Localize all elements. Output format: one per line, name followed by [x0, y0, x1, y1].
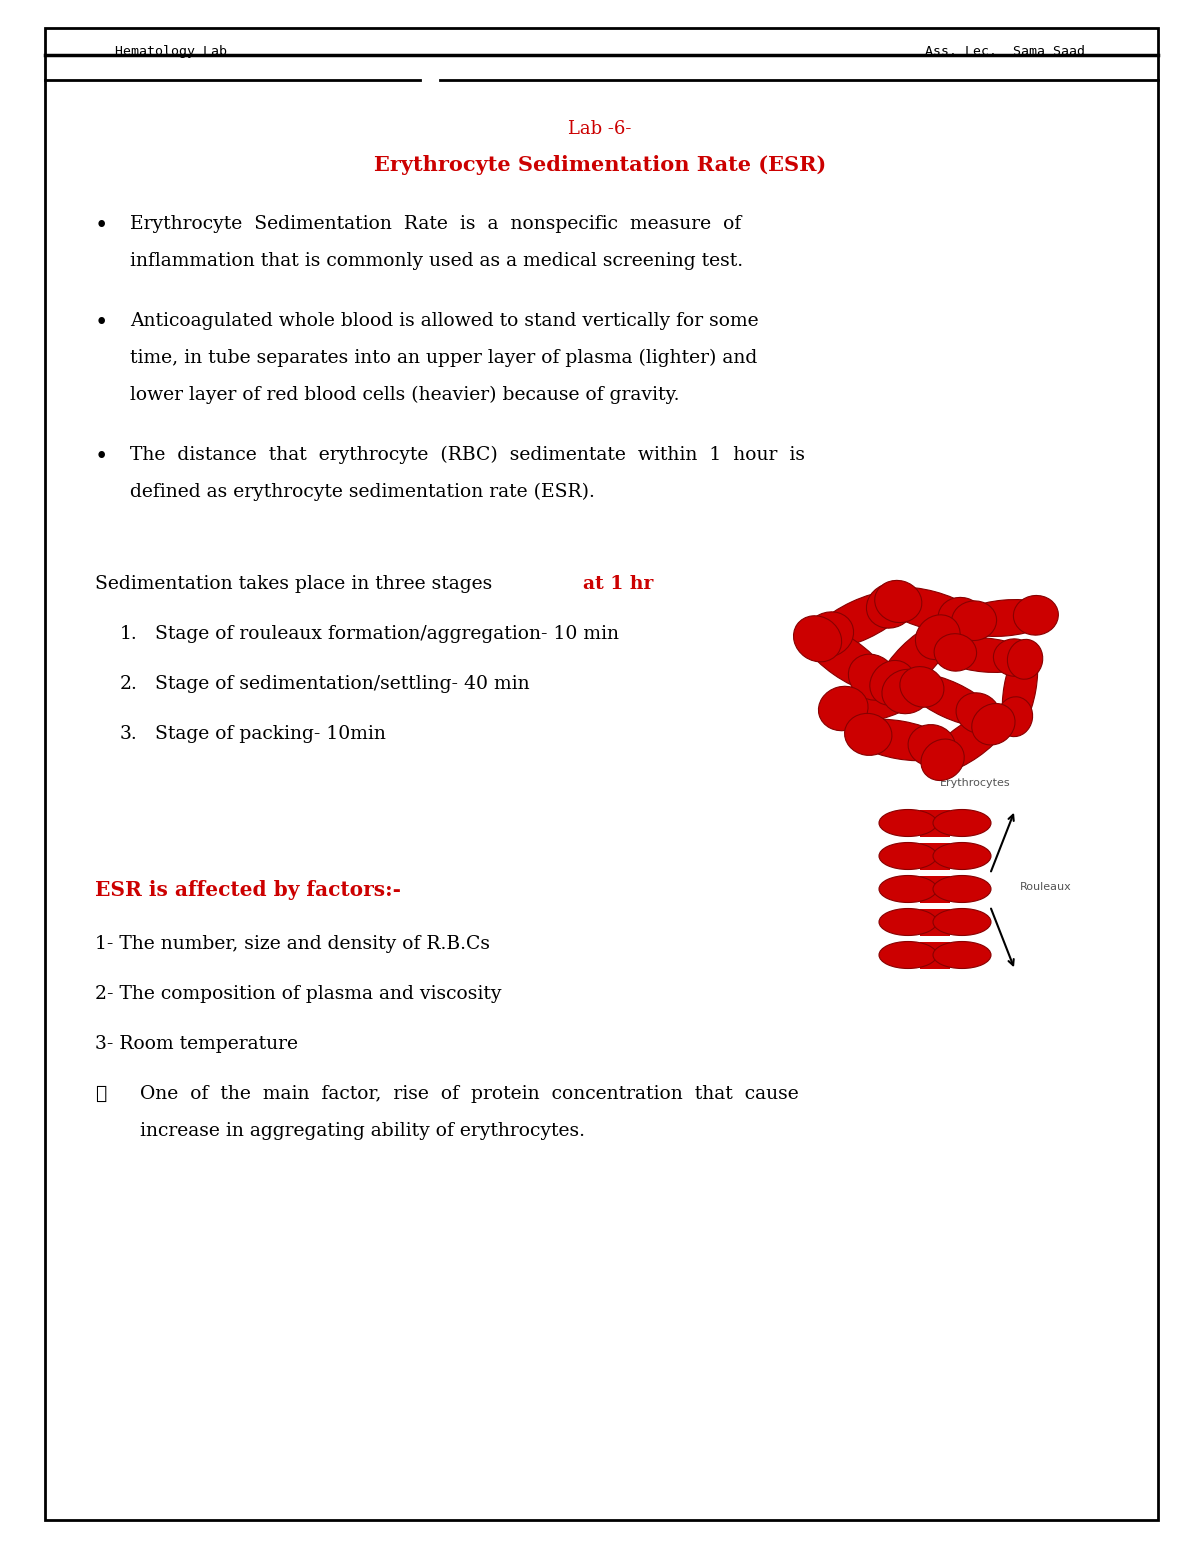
Ellipse shape — [878, 909, 937, 935]
Text: inflammation that is commonly used as a medical screening test.: inflammation that is commonly used as a … — [130, 252, 743, 270]
Ellipse shape — [994, 638, 1036, 676]
Ellipse shape — [1002, 641, 1038, 735]
Text: Erythrocyte  Sedimentation  Rate  is  a  nonspecific  measure  of: Erythrocyte Sedimentation Rate is a nons… — [130, 214, 742, 233]
Ellipse shape — [934, 909, 991, 935]
Ellipse shape — [900, 666, 944, 707]
Text: 1.: 1. — [120, 624, 138, 643]
Text: Erythrocytes: Erythrocytes — [940, 778, 1010, 787]
Text: Sedimentation takes place in three stages: Sedimentation takes place in three stage… — [95, 575, 498, 593]
Ellipse shape — [925, 710, 1010, 775]
Ellipse shape — [972, 704, 1015, 745]
Text: 3- Room temperature: 3- Room temperature — [95, 1034, 298, 1053]
Text: •: • — [95, 446, 108, 467]
Ellipse shape — [878, 809, 937, 837]
Text: Stage of rouleaux formation/aggregation- 10 min: Stage of rouleaux formation/aggregation-… — [155, 624, 619, 643]
Text: •: • — [95, 312, 108, 334]
Ellipse shape — [848, 719, 952, 761]
Ellipse shape — [866, 582, 916, 627]
Ellipse shape — [878, 587, 982, 634]
Ellipse shape — [934, 842, 991, 870]
Ellipse shape — [799, 623, 890, 693]
Text: Anticoagulated whole blood is allowed to stand vertically for some: Anticoagulated whole blood is allowed to… — [130, 312, 758, 329]
Text: Lab -6-: Lab -6- — [569, 120, 631, 138]
Text: Rouleaux: Rouleaux — [1020, 882, 1072, 891]
Ellipse shape — [882, 669, 931, 714]
Ellipse shape — [952, 601, 996, 640]
Ellipse shape — [878, 876, 937, 902]
Ellipse shape — [1007, 640, 1043, 679]
Text: One  of  the  main  factor,  rise  of  protein  concentration  that  cause: One of the main factor, rise of protein … — [140, 1086, 799, 1103]
Ellipse shape — [955, 599, 1055, 637]
Ellipse shape — [818, 686, 868, 731]
Ellipse shape — [934, 941, 991, 969]
Bar — [920, 842, 950, 870]
Ellipse shape — [997, 697, 1033, 736]
Text: increase in aggregating ability of erythrocytes.: increase in aggregating ability of eryth… — [140, 1121, 586, 1140]
Ellipse shape — [908, 725, 955, 767]
Ellipse shape — [934, 634, 977, 671]
Text: 2.: 2. — [120, 676, 138, 693]
Ellipse shape — [878, 941, 937, 969]
Text: at 1 hr: at 1 hr — [583, 575, 653, 593]
Ellipse shape — [870, 660, 914, 705]
Ellipse shape — [916, 615, 960, 660]
Ellipse shape — [956, 693, 1000, 733]
Ellipse shape — [876, 621, 954, 699]
Text: Stage of sedimentation/settling- 40 min: Stage of sedimentation/settling- 40 min — [155, 676, 529, 693]
Ellipse shape — [793, 617, 841, 662]
Text: ESR is affected by factors:-: ESR is affected by factors:- — [95, 881, 401, 901]
Text: •: • — [95, 214, 108, 238]
Text: defined as erythrocyte sedimentation rate (ESR).: defined as erythrocyte sedimentation rat… — [130, 483, 595, 502]
Text: lower layer of red blood cells (heavier) because of gravity.: lower layer of red blood cells (heavier)… — [130, 387, 679, 404]
Ellipse shape — [904, 674, 996, 727]
Text: The  distance  that  erythrocyte  (RBC)  sedimentate  within  1  hour  is: The distance that erythrocyte (RBC) sedi… — [130, 446, 805, 464]
Text: 3.: 3. — [120, 725, 138, 742]
Text: Hematology Lab: Hematology Lab — [115, 45, 227, 57]
Text: Erythrocyte Sedimentation Rate (ESR): Erythrocyte Sedimentation Rate (ESR) — [374, 155, 826, 175]
Ellipse shape — [937, 638, 1033, 672]
Ellipse shape — [845, 713, 892, 755]
Bar — [920, 809, 950, 837]
Text: Ass. Lec.  Sama Saad: Ass. Lec. Sama Saad — [925, 45, 1085, 57]
Bar — [920, 941, 950, 969]
Bar — [920, 876, 950, 902]
Bar — [920, 909, 950, 935]
Text: 1- The number, size and density of R.B.Cs: 1- The number, size and density of R.B.C… — [95, 935, 490, 954]
Ellipse shape — [875, 581, 922, 623]
Ellipse shape — [848, 654, 896, 700]
Ellipse shape — [934, 809, 991, 837]
Ellipse shape — [934, 876, 991, 902]
Text: Stage of packing- 10min: Stage of packing- 10min — [155, 725, 386, 742]
Ellipse shape — [920, 739, 965, 781]
Text: 🎬: 🎬 — [95, 1086, 107, 1103]
Ellipse shape — [805, 612, 853, 657]
Ellipse shape — [1014, 595, 1058, 635]
Ellipse shape — [938, 598, 985, 640]
Text: time, in tube separates into an upper layer of plasma (lighter) and: time, in tube separates into an upper la… — [130, 349, 757, 367]
Text: 2- The composition of plasma and viscosity: 2- The composition of plasma and viscosi… — [95, 985, 502, 1003]
Ellipse shape — [878, 842, 937, 870]
Ellipse shape — [810, 590, 911, 649]
Ellipse shape — [823, 676, 926, 724]
